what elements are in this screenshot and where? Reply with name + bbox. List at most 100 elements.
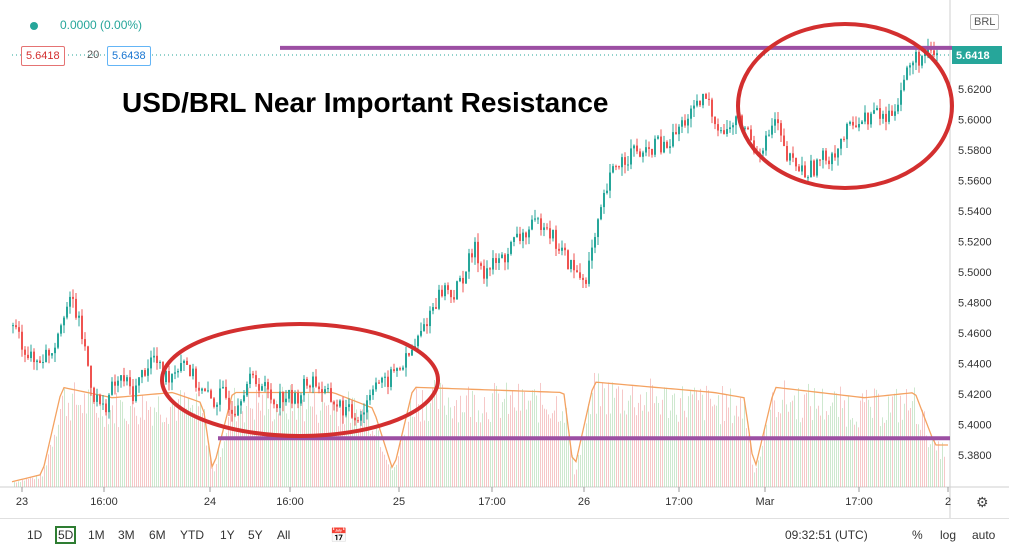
- candle-body: [210, 390, 212, 399]
- volume-bar: [162, 422, 163, 487]
- volume-bar: [770, 409, 771, 487]
- volume-bar: [320, 410, 321, 487]
- volume-bar: [142, 394, 143, 487]
- ask-price-badge[interactable]: 5.6438: [107, 46, 151, 66]
- volume-bar: [824, 419, 825, 487]
- volume-bar: [28, 478, 29, 487]
- candle-body: [567, 250, 569, 270]
- volume-bar: [398, 456, 399, 487]
- x-tick-label: 2: [945, 496, 951, 508]
- auto-toggle[interactable]: auto: [972, 528, 996, 542]
- candle-body: [636, 145, 638, 152]
- candle-body: [894, 111, 896, 116]
- range-1m-button[interactable]: 1M: [88, 528, 105, 542]
- volume-bar: [230, 401, 231, 487]
- bottom-toolbar: 1D 5D 1M 3M 6M YTD 1Y 5Y All 📅 09:32:51 …: [0, 518, 1009, 552]
- candle-body: [153, 355, 155, 358]
- candle-body: [51, 353, 53, 356]
- y-tick-label: 5.5000: [958, 267, 992, 279]
- candle-body: [852, 121, 854, 126]
- volume-bar: [688, 396, 689, 487]
- currency-badge[interactable]: BRL: [970, 14, 1000, 30]
- volume-bar: [214, 471, 215, 487]
- volume-bar: [334, 400, 335, 487]
- volume-bar: [410, 401, 411, 487]
- volume-bar: [912, 401, 913, 487]
- range-1y-button[interactable]: 1Y: [220, 528, 235, 542]
- candle-body: [336, 404, 338, 407]
- candle-body: [678, 126, 680, 135]
- volume-bar: [676, 414, 677, 487]
- settings-gear-icon[interactable]: ⚙: [976, 494, 989, 510]
- volume-bar: [884, 422, 885, 487]
- volume-bar: [204, 409, 205, 487]
- volume-bar: [264, 415, 265, 487]
- percent-toggle[interactable]: %: [912, 528, 923, 542]
- volume-bar: [308, 393, 309, 487]
- volume-bar: [460, 395, 461, 487]
- volume-bar: [102, 416, 103, 487]
- candle-body: [612, 166, 614, 173]
- volume-bar: [108, 424, 109, 487]
- date-range-calendar-icon[interactable]: 📅: [330, 527, 348, 543]
- range-1d-button[interactable]: 1D: [27, 528, 43, 542]
- log-toggle[interactable]: log: [940, 528, 957, 542]
- candle-body: [867, 112, 869, 125]
- x-tick-label: 17:00: [665, 496, 693, 508]
- volume-bar: [176, 420, 177, 487]
- range-5d-button[interactable]: 5D: [55, 526, 77, 544]
- candle-body: [645, 147, 647, 153]
- range-all-button[interactable]: All: [277, 528, 291, 542]
- volume-bar: [784, 380, 785, 487]
- candle-body: [390, 369, 392, 387]
- candle-body: [687, 118, 689, 126]
- volume-bar: [98, 417, 99, 487]
- volume-bar: [572, 455, 573, 487]
- volume-bar: [932, 436, 933, 487]
- candle-body: [456, 281, 458, 300]
- range-3m-button[interactable]: 3M: [118, 528, 135, 542]
- y-tick-label: 5.5200: [958, 237, 992, 249]
- volume-bar: [194, 413, 195, 487]
- volume-bar: [890, 412, 891, 487]
- volume-bar: [190, 407, 191, 487]
- candle-body: [501, 254, 503, 259]
- candle-body: [477, 241, 479, 264]
- volume-bar: [124, 418, 125, 487]
- volume-bar: [746, 428, 747, 487]
- candle-body: [771, 125, 773, 135]
- volume-bar: [70, 420, 71, 487]
- volume-bar: [650, 378, 651, 487]
- volume-bar: [274, 419, 275, 487]
- volume-bar: [196, 393, 197, 487]
- volume-bar: [424, 420, 425, 487]
- range-5y-button[interactable]: 5Y: [248, 528, 263, 542]
- candle-body: [858, 123, 860, 128]
- candle-body: [198, 387, 200, 391]
- volume-bar: [86, 413, 87, 487]
- candle-body: [120, 375, 122, 381]
- volume-bar: [112, 405, 113, 487]
- volume-bar: [280, 411, 281, 487]
- volume-bar: [804, 394, 805, 487]
- volume-bar: [930, 444, 931, 487]
- candle-body: [483, 265, 485, 279]
- candle-body: [387, 376, 389, 387]
- volume-bar: [518, 383, 519, 487]
- volume-bar: [662, 399, 663, 487]
- volume-bar: [346, 411, 347, 487]
- volume-bar: [186, 408, 187, 487]
- volume-bar: [344, 424, 345, 487]
- candle-body: [297, 393, 299, 404]
- bid-price-badge[interactable]: 5.6418: [21, 46, 65, 66]
- candle-body: [21, 331, 23, 350]
- candle-body: [105, 403, 107, 413]
- range-ytd-button[interactable]: YTD: [180, 528, 204, 542]
- range-6m-button[interactable]: 6M: [149, 528, 166, 542]
- candle-body: [177, 371, 179, 373]
- volume-bar: [38, 478, 39, 487]
- x-tick-label: 16:00: [90, 496, 118, 508]
- candle-body: [252, 373, 254, 376]
- candle-body: [75, 298, 77, 318]
